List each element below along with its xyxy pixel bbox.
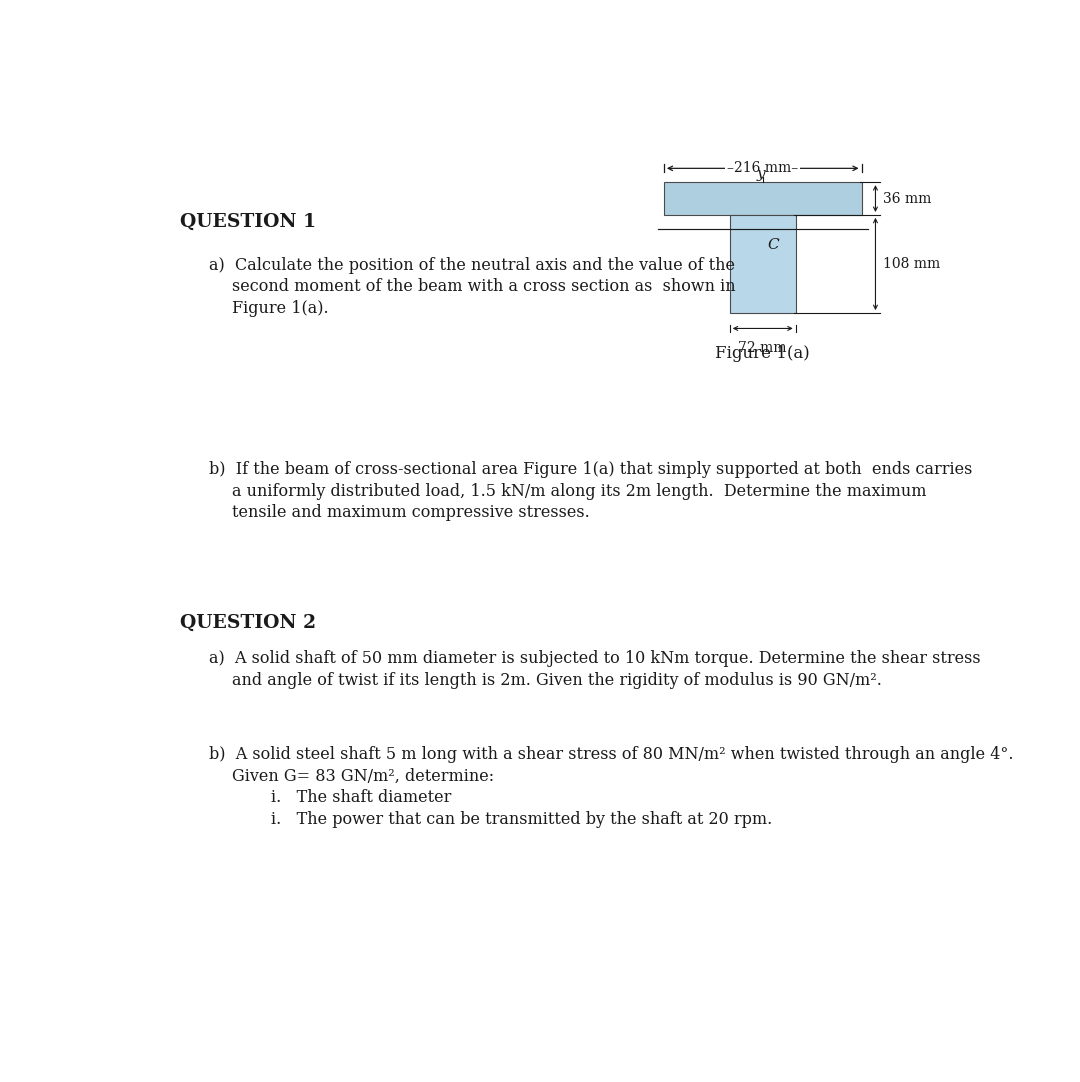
Text: a)  Calculate the position of the neutral axis and the value of the: a) Calculate the position of the neutral… bbox=[208, 256, 734, 274]
Text: tensile and maximum compressive stresses.: tensile and maximum compressive stresses… bbox=[232, 504, 590, 522]
Text: 108 mm: 108 mm bbox=[883, 256, 941, 270]
Text: QUESTION 2: QUESTION 2 bbox=[180, 613, 316, 632]
Bar bbox=[730, 215, 796, 313]
Text: y: y bbox=[756, 167, 765, 181]
Text: Given G= 83 GN/m², determine:: Given G= 83 GN/m², determine: bbox=[232, 767, 494, 784]
Text: Figure 1(a).: Figure 1(a). bbox=[232, 300, 328, 317]
Text: i.   The power that can be transmitted by the shaft at 20 rpm.: i. The power that can be transmitted by … bbox=[271, 810, 772, 828]
Text: –216 mm–: –216 mm– bbox=[727, 161, 798, 175]
Text: i.   The shaft diameter: i. The shaft diameter bbox=[271, 789, 451, 806]
Text: QUESTION 1: QUESTION 1 bbox=[180, 213, 316, 230]
Text: a)  A solid shaft of 50 mm diameter is subjected to 10 kNm torque. Determine the: a) A solid shaft of 50 mm diameter is su… bbox=[208, 650, 981, 668]
Text: 36 mm: 36 mm bbox=[883, 192, 932, 206]
Bar bbox=[664, 182, 862, 215]
Text: 72 mm: 72 mm bbox=[739, 341, 787, 355]
Text: b)  A solid steel shaft 5 m long with a shear stress of 80 MN/m² when twisted th: b) A solid steel shaft 5 m long with a s… bbox=[208, 745, 1013, 763]
Text: Figure 1(a): Figure 1(a) bbox=[715, 345, 810, 362]
Text: C: C bbox=[768, 238, 779, 252]
Text: b)  If the beam of cross-sectional area Figure 1(a) that simply supported at bot: b) If the beam of cross-sectional area F… bbox=[208, 461, 972, 478]
Text: second moment of the beam with a cross section as  shown in: second moment of the beam with a cross s… bbox=[232, 278, 735, 295]
Text: a uniformly distributed load, 1.5 kN/m along its 2m length.  Determine the maxim: a uniformly distributed load, 1.5 kN/m a… bbox=[232, 483, 927, 500]
Text: and angle of twist if its length is 2m. Given the rigidity of modulus is 90 GN/m: and angle of twist if its length is 2m. … bbox=[232, 672, 881, 689]
